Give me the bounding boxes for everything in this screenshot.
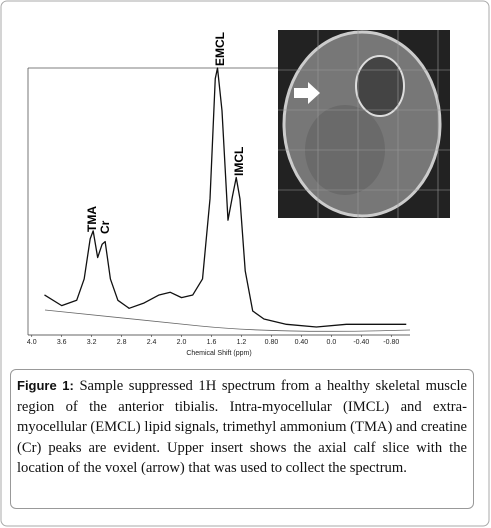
x-tick-label: 1.6 [207, 339, 217, 346]
x-tick-label: 0.40 [295, 339, 309, 346]
x-tick-label: -0.80 [383, 339, 399, 346]
insert-grid [278, 30, 450, 218]
mri-insert [278, 30, 450, 218]
x-tick-label: 2.0 [177, 339, 187, 346]
voxel-arrow [294, 82, 320, 104]
x-tick-label: 0.0 [326, 339, 336, 346]
peak-label: IMCL [232, 147, 246, 176]
x-tick-label: -0.40 [353, 339, 369, 346]
spectrum-line [44, 67, 407, 328]
bone [355, 55, 405, 117]
x-tick-label: 2.8 [117, 339, 127, 346]
x-tick-label: 2.4 [147, 339, 157, 346]
caption-text: Sample suppressed 1H spectrum from a hea… [17, 378, 467, 476]
peak-label: EMCL [213, 32, 227, 66]
x-tick-label: 4.0 [27, 339, 37, 346]
caption-label: Figure 1: [17, 378, 74, 393]
peak-label: TMA [85, 206, 99, 232]
peak-label: Cr [98, 220, 112, 234]
x-tick-label: 1.2 [237, 339, 247, 346]
baseline-fit [44, 309, 411, 332]
x-axis-label: Chemical Shift (ppm) [186, 350, 251, 357]
x-tick-label: 0.80 [265, 339, 279, 346]
caption: Figure 1: Sample suppressed 1H spectrum … [10, 369, 474, 509]
x-tick-label: 3.6 [57, 339, 67, 346]
x-tick-label: 3.2 [87, 339, 97, 346]
